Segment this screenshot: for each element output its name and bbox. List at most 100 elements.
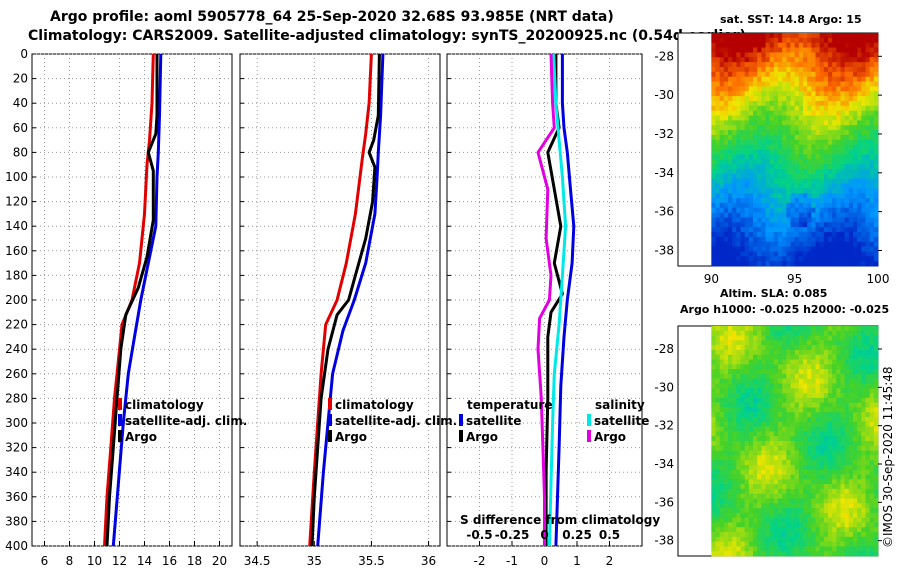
map-cell — [844, 168, 850, 175]
map-cell — [798, 397, 804, 404]
map-cell — [798, 222, 804, 228]
map-cell — [844, 47, 850, 53]
map-cell — [744, 183, 750, 189]
map-cell — [836, 354, 841, 360]
map-cell — [773, 326, 779, 332]
map-cell — [711, 383, 716, 389]
map-cell — [769, 508, 775, 514]
map-cell — [844, 62, 850, 68]
map-cell — [853, 154, 858, 160]
map-cell — [873, 364, 879, 370]
map-cell — [828, 455, 833, 461]
map-cell — [711, 96, 716, 102]
map-cell — [853, 139, 858, 146]
map-cell — [798, 359, 804, 365]
map-cell — [811, 91, 816, 97]
map-cell — [748, 340, 754, 346]
map-cell — [807, 488, 812, 495]
map-cell — [869, 149, 875, 155]
map-cell — [782, 522, 787, 528]
map-cell — [815, 431, 821, 437]
map-cell — [765, 251, 771, 257]
map-cell — [732, 527, 737, 533]
map-cell — [819, 397, 825, 404]
map-cell — [798, 349, 804, 356]
map-cell — [723, 207, 729, 213]
map-cell — [765, 183, 771, 189]
map-cell — [865, 455, 871, 461]
map-cell — [873, 532, 879, 538]
map-cell — [719, 373, 725, 380]
map-cell — [740, 349, 746, 356]
map-cell — [786, 469, 791, 475]
map-cell — [786, 173, 791, 180]
map-cell — [861, 134, 866, 141]
map-cell — [765, 517, 771, 523]
map-cell — [803, 541, 808, 547]
map-cell — [723, 256, 729, 262]
map-cell — [807, 373, 812, 380]
map-cell — [803, 464, 808, 471]
map-cell — [861, 493, 866, 499]
map-cell — [748, 369, 754, 375]
map-cell — [744, 42, 750, 48]
map-cell — [857, 47, 862, 53]
map-cell — [857, 241, 862, 247]
map-cell — [790, 450, 796, 456]
map-cell — [748, 551, 754, 557]
map-cell — [748, 378, 754, 384]
map-cell — [761, 345, 766, 351]
map-cell — [873, 241, 879, 247]
map-cell — [757, 154, 762, 160]
map-cell — [748, 81, 754, 87]
map-cell — [723, 139, 729, 146]
map-cell — [798, 532, 804, 538]
map-cell — [711, 450, 716, 456]
map-cell — [782, 402, 787, 408]
map-cell — [857, 52, 862, 58]
map-cell — [728, 460, 733, 466]
map-cell — [815, 527, 821, 533]
map-cell — [865, 532, 871, 538]
map-cell — [778, 527, 783, 533]
map-cell — [794, 188, 800, 194]
map-cell — [769, 445, 775, 451]
map-cell — [869, 100, 875, 107]
map-cell — [798, 508, 804, 514]
map-cell — [857, 33, 862, 39]
map-cell — [811, 236, 816, 243]
map-cell — [869, 159, 875, 165]
map-cell — [761, 527, 766, 533]
map-cell — [753, 105, 758, 112]
map-cell — [728, 527, 733, 533]
map-cell — [732, 81, 737, 87]
map-cell — [744, 105, 750, 112]
map-cell — [807, 536, 812, 543]
map-cell — [732, 393, 737, 399]
map-cell — [744, 52, 750, 58]
map-cell — [844, 508, 850, 514]
map-cell — [794, 71, 800, 78]
map-cell — [748, 349, 754, 356]
map-cell — [786, 431, 791, 437]
map-cell — [857, 421, 862, 428]
map-cell — [723, 86, 729, 92]
map-cell — [815, 522, 821, 528]
map-cell — [773, 517, 779, 523]
map-cell — [723, 71, 729, 78]
map-cell — [828, 421, 833, 428]
map-cell — [744, 173, 750, 180]
map-cell — [844, 436, 850, 442]
legend-label: satellite-adj. clim. — [335, 414, 457, 428]
map-cell — [803, 241, 808, 247]
map-cell — [815, 503, 821, 509]
map-cell — [728, 86, 733, 92]
map-cell — [798, 469, 804, 475]
map-cell — [848, 241, 854, 247]
map-cell — [753, 417, 758, 423]
map-cell — [869, 91, 875, 97]
map-cell — [873, 407, 879, 413]
map-cell — [840, 412, 846, 418]
map-cell — [828, 359, 833, 365]
depth-tick-label: 200 — [5, 293, 28, 307]
